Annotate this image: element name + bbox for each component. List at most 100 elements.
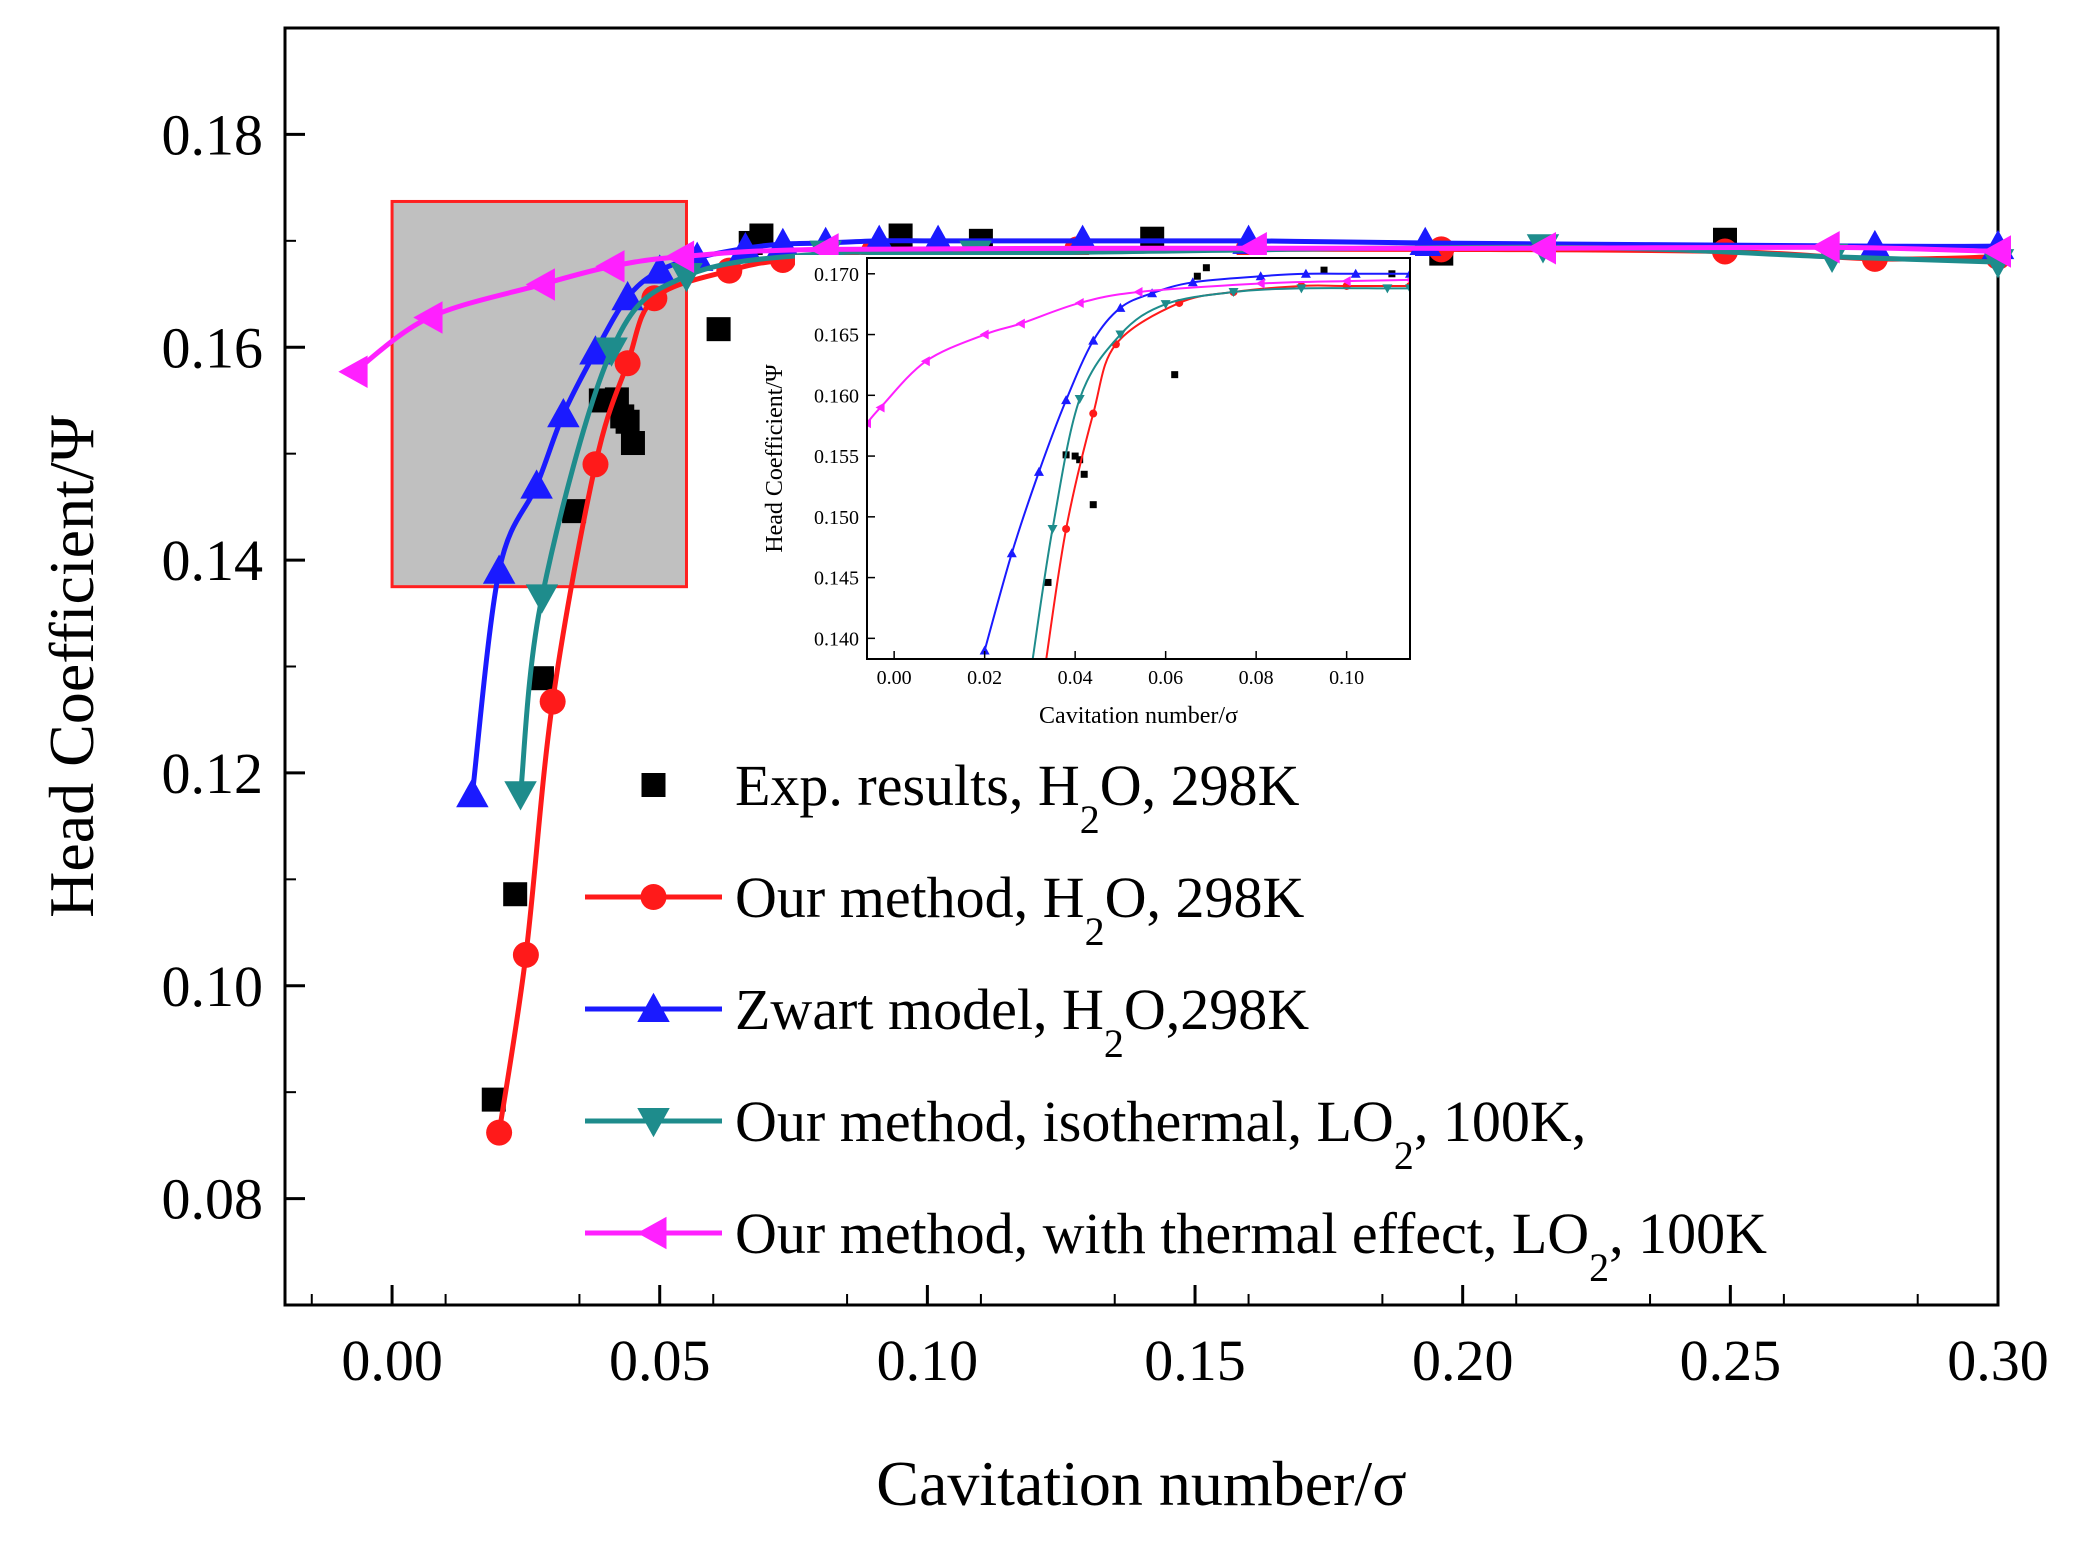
inset-plot: 0.00 0.02 0.04 0.06 0.08 0.10 0.140 0.145 0.150 0…: [762, 255, 1415, 733]
inset-data-point: [1074, 394, 1085, 404]
data-point: [504, 781, 537, 811]
data-point: [525, 268, 555, 301]
inset-data-point: [1300, 268, 1311, 278]
legend-item-our-method-h2o: Our method, H2O, 298K: [585, 865, 1304, 954]
data-point: [503, 882, 528, 907]
data-point: [525, 584, 559, 614]
inset-data-point: [1193, 272, 1201, 280]
data-point: [670, 262, 703, 293]
data-point: [611, 280, 644, 311]
data-point: [615, 409, 640, 434]
x-tick-label: 0.05: [609, 1328, 711, 1393]
inset-data-point: [875, 402, 885, 413]
inset-data-point: [1076, 456, 1084, 464]
y-tick-label: 0.14: [162, 528, 264, 593]
data-point: [547, 398, 580, 428]
inset-data-point: [1382, 284, 1393, 294]
data-point: [614, 350, 641, 377]
inset-data-point: [1160, 300, 1171, 310]
inset-data-point: [1033, 466, 1044, 476]
inset-data-point: [1202, 264, 1210, 272]
x-tick-label: 0.25: [1680, 1328, 1782, 1393]
data-point: [512, 941, 539, 968]
data-point: [1526, 232, 1556, 265]
inset-data-point: [1115, 330, 1126, 340]
inset-data-point: [1133, 287, 1143, 298]
inset-data-point: [1006, 548, 1017, 558]
y-axis-title: Head Coefficient/Ψ: [36, 414, 107, 918]
inset-data-point: [1088, 335, 1099, 345]
inset-data-point: [1089, 501, 1097, 509]
data-point: [888, 223, 913, 248]
inset-data-point: [1071, 452, 1079, 460]
inset-series-our-method-isothermal: [1027, 284, 1410, 659]
inset-data-point: [1320, 266, 1328, 274]
data-point: [1810, 230, 1840, 264]
inset-x-tick-label: 0.04: [1058, 667, 1093, 689]
y-tick-label: 0.12: [162, 741, 264, 806]
inset-y-tick-label: 0.140: [814, 628, 859, 650]
inset-data-point: [979, 329, 989, 340]
y-tick-label: 0.10: [162, 954, 264, 1019]
legend-item-zwart-model: Zwart model, H2O,298K: [585, 977, 1309, 1066]
legend-item-our-method-isothermal: Our method, isothermal, LO2, 100K,: [585, 1089, 1586, 1178]
inset-data-point: [1255, 271, 1266, 281]
data-point: [595, 250, 625, 283]
inset-data-point: [979, 645, 990, 655]
inset-y-tick-label: 0.170: [814, 264, 859, 286]
data-point: [456, 777, 489, 808]
series-line: [469, 238, 1999, 795]
x-tick-label: 0.15: [1144, 1328, 1246, 1393]
legend-label: Exp. results, H2O, 298K: [735, 753, 1300, 842]
data-point: [1858, 229, 1892, 260]
inset-background: [795, 255, 1415, 733]
data-point: [338, 355, 368, 388]
data-point: [579, 335, 612, 365]
data-point: [529, 666, 554, 691]
legend-label: Zwart model, H2O,298K: [735, 977, 1309, 1066]
data-point: [595, 337, 628, 367]
inset-series-line: [1031, 287, 1410, 659]
legend: Exp. results, H2O, 298K Our method, H2O, …: [585, 753, 1767, 1290]
legend-marker: [637, 992, 670, 1022]
inset-data-point: [1350, 268, 1361, 278]
x-tick-label: 0.20: [1412, 1328, 1514, 1393]
legend-label: Our method, with thermal effect, LO2, 10…: [735, 1201, 1767, 1290]
data-point: [486, 1119, 513, 1146]
inset-data-point: [1405, 268, 1410, 278]
legend-item-exp-results: Exp. results, H2O, 298K: [641, 753, 1300, 842]
y-tick-label: 0.16: [162, 315, 264, 380]
inset-data-point: [1341, 276, 1351, 287]
inset-data-point: [1187, 277, 1198, 287]
inset-data-point: [1047, 524, 1058, 534]
inset-data-point: [1296, 284, 1307, 294]
inset-series-zwart-model: [979, 268, 1410, 655]
inset-data-point: [1405, 277, 1410, 283]
y-tick-label: 0.18: [162, 102, 264, 167]
x-tick-label: 0.10: [877, 1328, 979, 1393]
inset-data-point: [1405, 284, 1410, 294]
x-axis-title: Cavitation number/σ: [876, 1448, 1406, 1519]
inset-data-point: [1147, 288, 1158, 298]
inset-data-point: [1089, 409, 1098, 418]
inset-x-axis-title: Cavitation number/σ: [1039, 703, 1238, 729]
data-point: [706, 317, 731, 342]
legend-marker: [637, 1108, 670, 1138]
legend-marker: [640, 884, 667, 910]
inset-y-tick-label: 0.145: [814, 568, 859, 590]
data-point: [539, 688, 566, 715]
legend-marker: [637, 1216, 667, 1250]
inset-y-tick-label: 0.155: [814, 446, 859, 468]
data-point: [1981, 235, 2011, 268]
inset-x-tick-label: 0.00: [877, 667, 912, 689]
x-tick-label: 0.30: [1947, 1328, 2049, 1393]
inset-y-axis-title: Head Coefficient/Ψ: [762, 364, 788, 553]
inset-data-point: [1044, 578, 1052, 586]
legend-marker: [641, 773, 666, 797]
data-point: [643, 254, 676, 284]
highlight-box: [390, 199, 688, 589]
inset-x-tick-label: 0.06: [1148, 667, 1183, 689]
inset-y-tick-label: 0.160: [814, 385, 859, 407]
data-point: [862, 224, 896, 254]
